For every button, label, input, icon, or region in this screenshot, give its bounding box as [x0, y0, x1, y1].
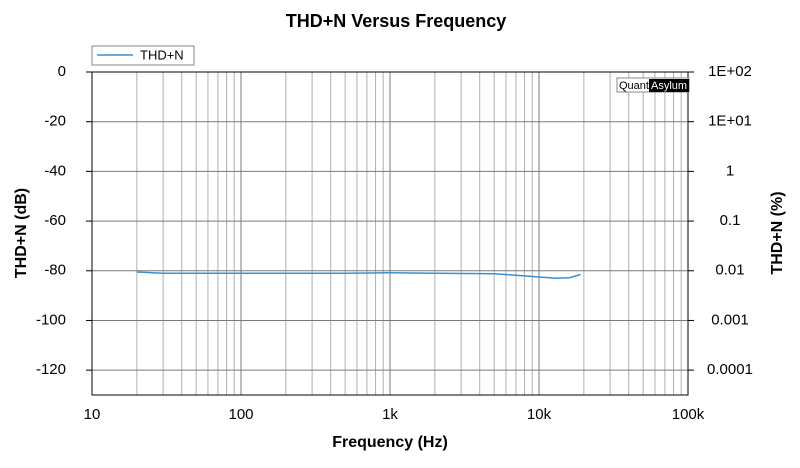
legend-box: [91, 45, 195, 66]
y2-tick-label: 0.001: [711, 311, 749, 328]
y-tick-label: -40: [44, 162, 66, 179]
y-tick-label: -80: [44, 262, 66, 279]
y-tick-label: 0: [58, 63, 66, 80]
watermark-dark: [649, 79, 689, 92]
x-tick-label: 100: [228, 406, 253, 423]
x-tick-label: 10: [84, 406, 101, 423]
y2-tick-label: 0.0001: [707, 361, 753, 378]
x-tick-label: 100k: [672, 406, 705, 423]
y2-tick-label: 1E+02: [708, 63, 752, 80]
chart-title: THD+N Versus Frequency: [286, 11, 507, 31]
y-tick-label: -120: [36, 361, 66, 378]
y-tick-label: -60: [44, 212, 66, 229]
y2-tick-label: 1E+01: [708, 113, 752, 130]
data-line: [136, 271, 581, 279]
y2-tick-label: 0.1: [720, 212, 741, 229]
y-axis-label: THD+N (dB): [13, 188, 30, 278]
plot-frame: [91, 71, 689, 396]
x-tick-label: 10k: [527, 406, 552, 423]
y-tick-label: -100: [36, 311, 66, 328]
x-axis-label: Frequency (Hz): [332, 434, 448, 451]
watermark-left: Quant: [619, 80, 649, 92]
y2-axis-label: THD+N (%): [769, 191, 786, 274]
watermark-right: Asylum: [651, 80, 687, 92]
y-tick-label: -20: [44, 113, 66, 130]
legend-label: THD+N: [140, 47, 184, 62]
y2-tick-label: 0.01: [715, 262, 744, 279]
y2-tick-label: 1: [726, 162, 734, 179]
x-tick-label: 1k: [382, 406, 398, 423]
